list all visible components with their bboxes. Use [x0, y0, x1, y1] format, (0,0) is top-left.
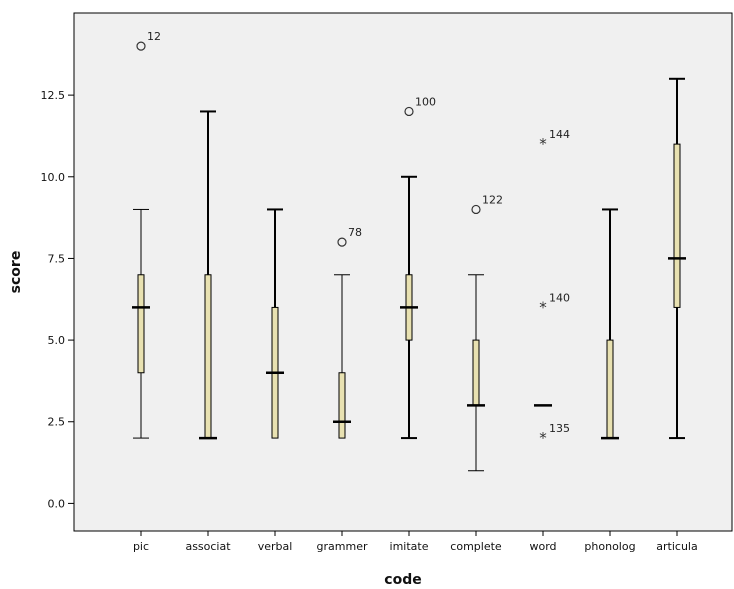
iqr-box: [137, 274, 145, 374]
y-tick-label: 5.0: [48, 334, 66, 347]
x-tick-label: associat: [185, 540, 231, 553]
box-associat: [199, 110, 217, 440]
outlier-label: 122: [482, 193, 503, 206]
x-tick-label: word: [529, 540, 556, 553]
outlier-label: 78: [348, 226, 362, 239]
x-tick-label: complete: [450, 540, 502, 553]
plot-area: [73, 12, 733, 532]
y-tick-label: 10.0: [41, 171, 66, 184]
box-verbal: [266, 208, 284, 439]
outlier-label: 100: [415, 95, 436, 108]
x-tick-label: articula: [656, 540, 697, 553]
outlier-star: *: [539, 135, 547, 153]
outlier-circle: [404, 106, 414, 117]
y-axis-title: score: [8, 251, 24, 294]
box-complete: [467, 274, 485, 472]
y-axis: 0.0 2.5 5.0 7.5 10.0 12.5: [41, 89, 74, 510]
outlier-circle: [471, 204, 481, 215]
box-pic: [132, 208, 150, 439]
iqr-box: [673, 143, 681, 308]
x-tick-label: grammer: [317, 540, 368, 553]
y-tick-label: 2.5: [48, 416, 66, 429]
outlier-star: *: [539, 298, 547, 316]
outlier-label: 140: [549, 291, 570, 304]
box-articula: [668, 77, 686, 440]
box-grammer: [333, 274, 351, 439]
x-axis: pic associat verbal grammer imitate complete w…: [133, 531, 698, 553]
x-tick-label: imitate: [390, 540, 429, 553]
outlier-label: 12: [147, 30, 161, 43]
y-tick-label: 12.5: [41, 89, 66, 102]
y-tick-label: 7.5: [48, 252, 66, 265]
boxes-layer: [132, 77, 686, 472]
outlier-star: *: [539, 429, 547, 447]
x-tick-label: verbal: [258, 540, 293, 553]
outlier-label: 135: [549, 422, 570, 435]
x-tick-label: phonolog: [584, 540, 635, 553]
box-phonolog: [601, 208, 619, 440]
outlier-circle: [337, 237, 347, 247]
outlier-label: 144: [549, 128, 570, 141]
box-imitate: [400, 175, 418, 440]
outlier-circle: [136, 41, 146, 51]
iqr-box: [606, 339, 614, 439]
x-axis-title: code: [384, 572, 421, 588]
y-tick-label: 0.0: [48, 497, 66, 510]
iqr-box: [472, 339, 480, 406]
x-tick-label: pic: [133, 540, 149, 553]
iqr-box: [338, 372, 346, 439]
iqr-box: [204, 274, 212, 439]
